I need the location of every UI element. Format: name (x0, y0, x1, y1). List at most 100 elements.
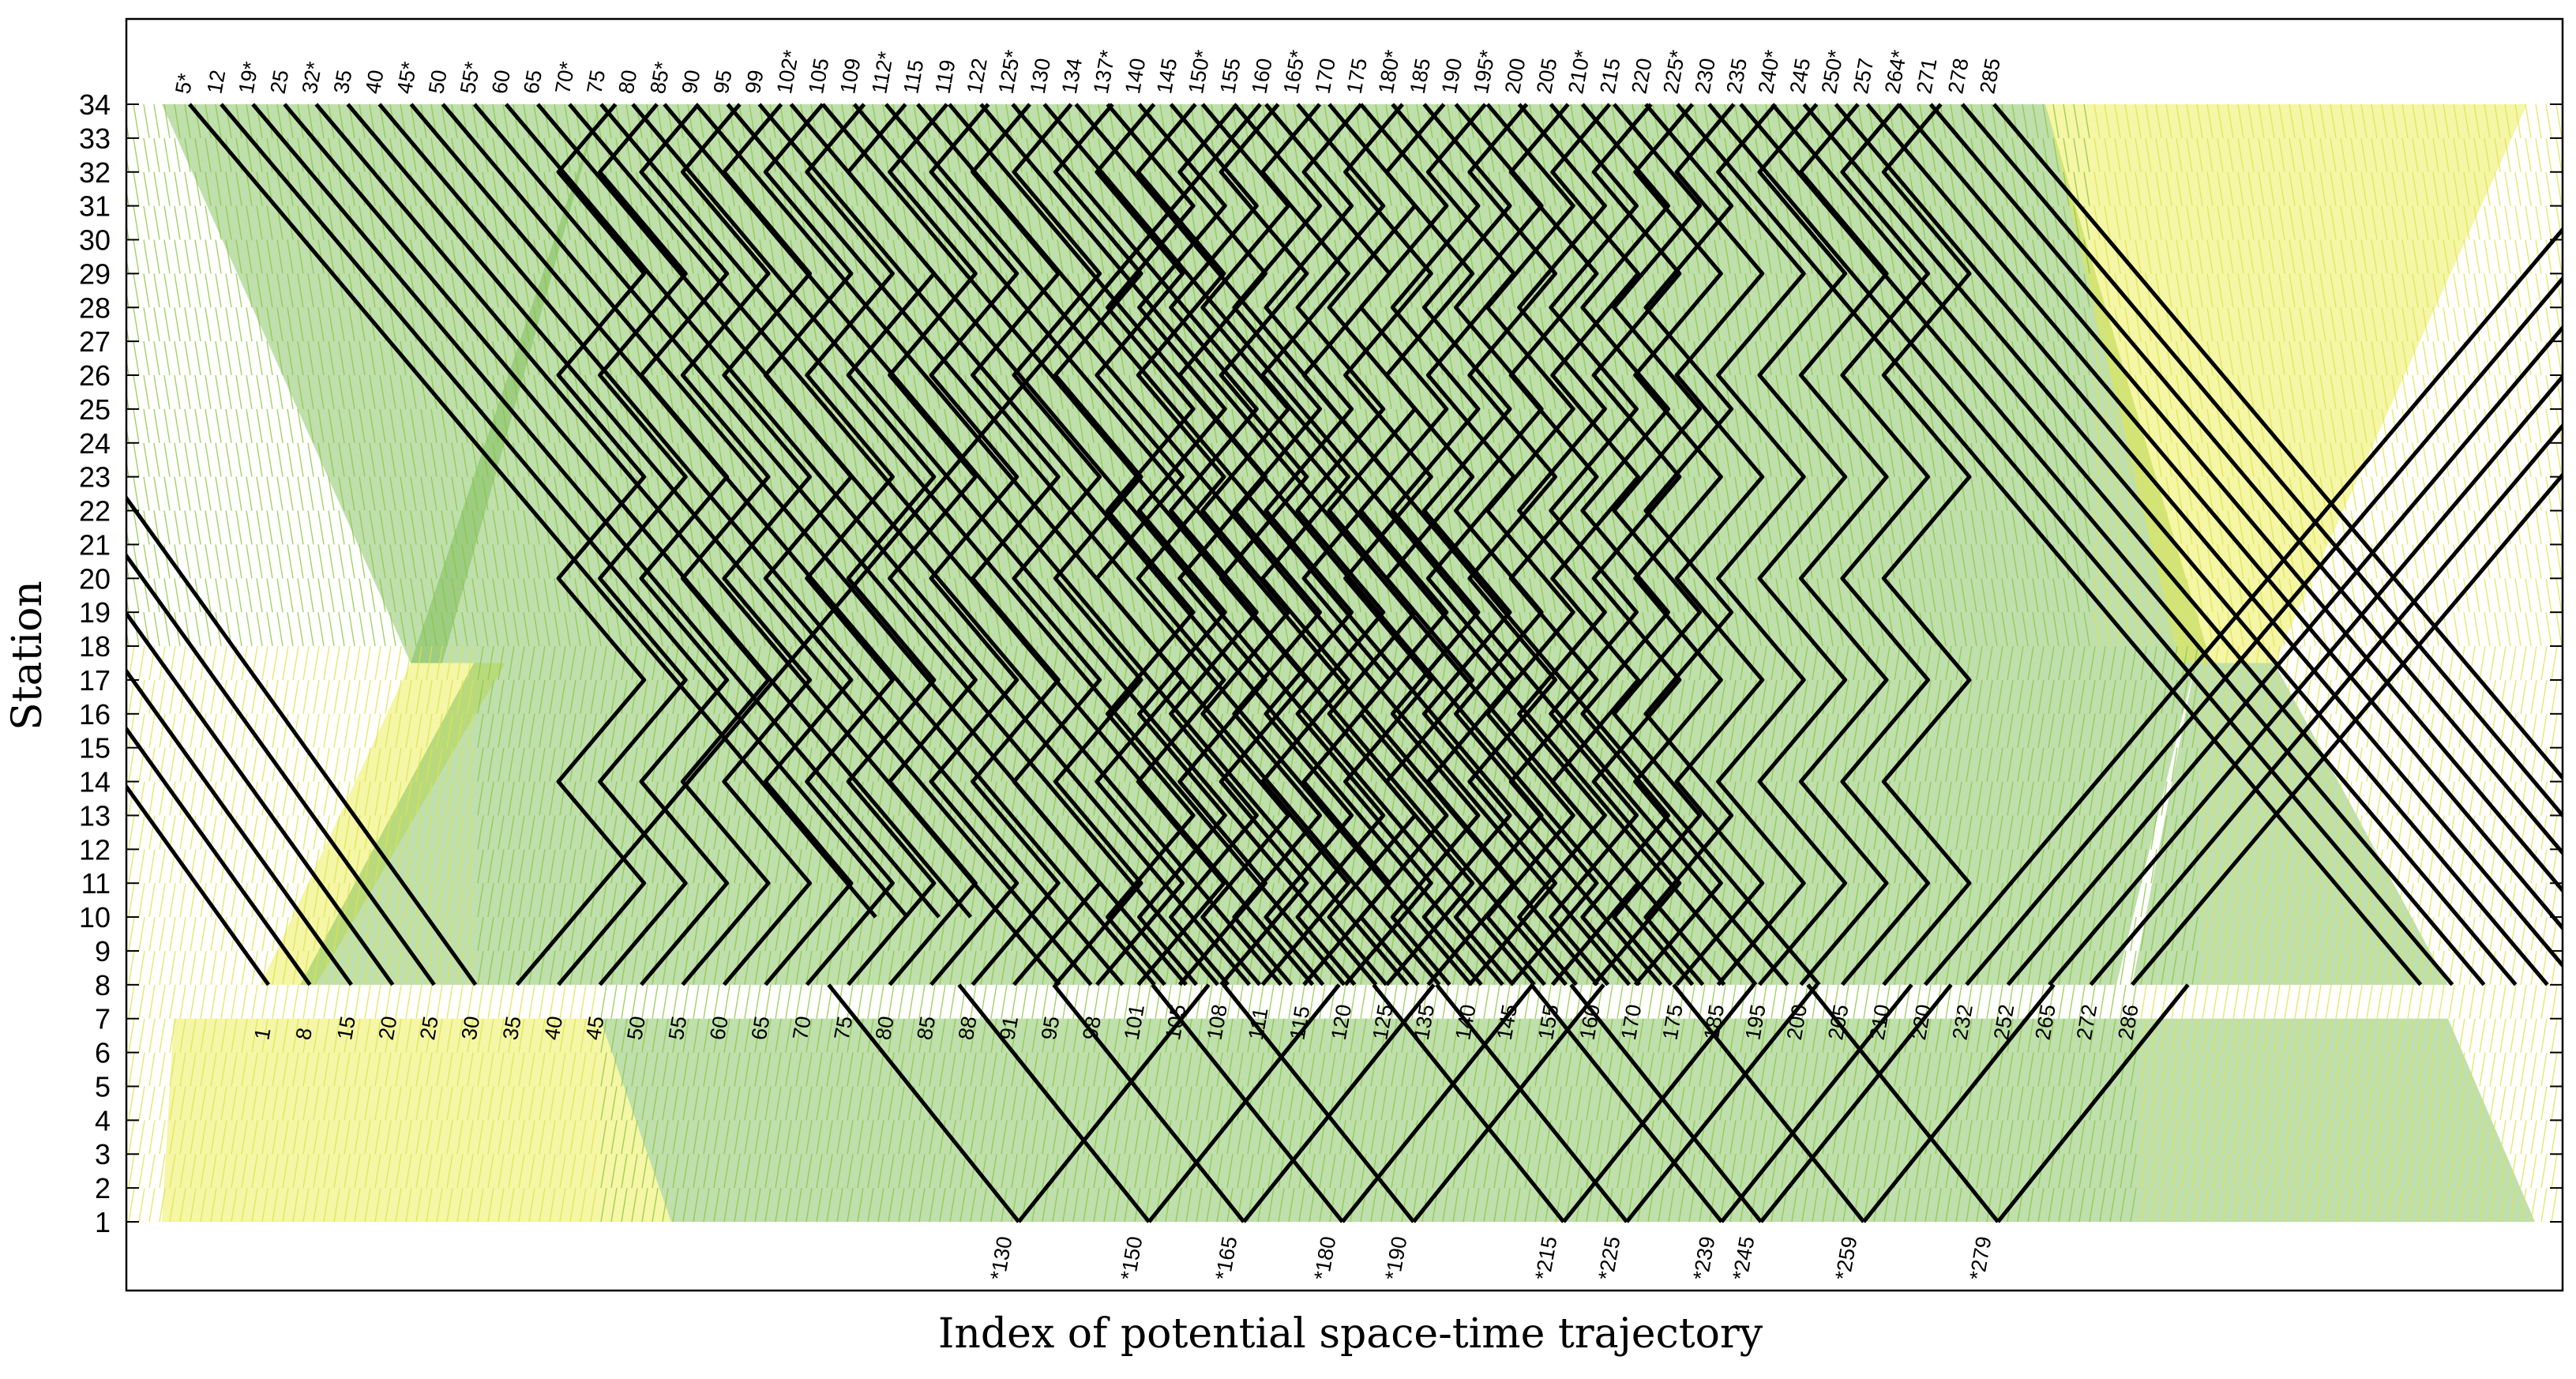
potential-stroke (148, 679, 156, 714)
potential-stroke (169, 815, 176, 850)
potential-stroke (359, 510, 366, 545)
potential-stroke (723, 849, 730, 884)
potential-stroke (1781, 916, 1788, 952)
potential-stroke (241, 849, 248, 884)
potential-stroke (1976, 1018, 1983, 1053)
potential-stroke (1452, 1188, 1459, 1223)
potential-stroke (1924, 950, 1932, 985)
potential-stroke (836, 1120, 843, 1155)
potential-stroke (1617, 713, 1624, 748)
potential-stroke (2448, 1086, 2455, 1121)
potential-stroke (1781, 1086, 1788, 1121)
potential-stroke (1791, 1018, 1798, 1053)
potential-stroke (1750, 781, 1757, 816)
potential-stroke (764, 950, 772, 985)
potential-stroke (456, 815, 464, 850)
potential-stroke (405, 1120, 412, 1155)
potential-stroke (1668, 1086, 1675, 1121)
potential-stroke (687, 544, 694, 579)
potential-stroke (1966, 1120, 1973, 1155)
potential-stroke (693, 1086, 700, 1121)
potential-stroke (159, 883, 166, 918)
potential-stroke (518, 1086, 525, 1121)
potential-stroke (1545, 1018, 1552, 1053)
potential-stroke (2165, 578, 2172, 613)
potential-stroke (1966, 1018, 1973, 1053)
potential-stroke (590, 645, 597, 681)
potential-stroke (2458, 781, 2465, 816)
potential-stroke (2048, 883, 2055, 918)
potential-stroke (841, 544, 848, 579)
potential-stroke (2520, 1154, 2527, 1189)
potential-stroke (2150, 849, 2157, 884)
potential-stroke (2222, 916, 2229, 952)
potential-stroke (395, 984, 402, 1019)
potential-stroke (451, 510, 458, 545)
potential-stroke (1021, 645, 1028, 681)
potential-stroke (2345, 815, 2353, 850)
potential-stroke (2504, 578, 2511, 613)
potential-stroke (354, 1154, 361, 1189)
potential-stroke (1868, 510, 1875, 545)
potential-stroke (744, 815, 751, 850)
potential-stroke (569, 1052, 576, 1087)
potential-stroke (1473, 1154, 1480, 1189)
potential-stroke (2345, 1188, 2353, 1223)
potential-stroke (1596, 679, 1603, 714)
potential-stroke (272, 1188, 279, 1223)
potential-stroke (518, 1018, 525, 1053)
potential-stroke (2325, 950, 2332, 985)
potential-stroke (128, 1018, 135, 1053)
potential-stroke (754, 1154, 761, 1189)
potential-stroke (415, 916, 422, 952)
potential-stroke (1740, 713, 1747, 748)
potential-stroke (1678, 883, 1685, 918)
potential-stroke (313, 1120, 320, 1155)
potential-stroke (2417, 849, 2424, 884)
potential-stroke (1822, 1052, 1829, 1087)
potential-stroke (1298, 747, 1305, 782)
potential-stroke (1504, 984, 1511, 1019)
potential-stroke (1750, 645, 1757, 681)
potential-stroke (2356, 950, 2363, 985)
potential-stroke (908, 1052, 915, 1087)
potential-stroke (2017, 645, 2024, 681)
potential-stroke (2458, 1086, 2465, 1121)
potential-stroke (590, 679, 597, 714)
potential-stroke (1894, 1188, 1901, 1223)
potential-stroke (646, 544, 653, 579)
potential-stroke (436, 849, 443, 884)
potential-stroke (682, 849, 689, 884)
potential-stroke (2222, 883, 2229, 918)
potential-stroke (980, 1154, 987, 1189)
potential-stroke (2376, 1154, 2383, 1189)
potential-stroke (2171, 950, 2178, 985)
potential-stroke (2161, 1188, 2168, 1223)
potential-stroke (159, 815, 166, 850)
potential-stroke (374, 984, 381, 1019)
potential-stroke (580, 849, 587, 884)
potential-stroke (697, 612, 704, 647)
potential-stroke (2335, 984, 2342, 1019)
potential-stroke (754, 1120, 761, 1155)
potential-stroke (2232, 815, 2240, 850)
potential-stroke (1118, 612, 1125, 647)
potential-stroke (2510, 1086, 2517, 1121)
potential-stroke (1042, 1154, 1049, 1189)
potential-stroke (190, 1188, 197, 1223)
potential-stroke (1627, 1018, 1634, 1053)
potential-stroke (744, 1154, 751, 1189)
potential-stroke (703, 916, 710, 952)
potential-stroke (1981, 544, 1988, 579)
potential-stroke (1976, 883, 1983, 918)
potential-stroke (272, 883, 279, 918)
potential-stroke (1052, 747, 1059, 782)
potential-stroke (169, 984, 176, 1019)
potential-stroke (652, 1052, 659, 1087)
potential-stroke (1052, 883, 1059, 918)
potential-stroke (1124, 916, 1131, 952)
potential-stroke (190, 1052, 197, 1087)
potential-stroke (190, 950, 197, 985)
potential-stroke (2120, 1018, 2127, 1053)
potential-stroke (2366, 1052, 2373, 1087)
